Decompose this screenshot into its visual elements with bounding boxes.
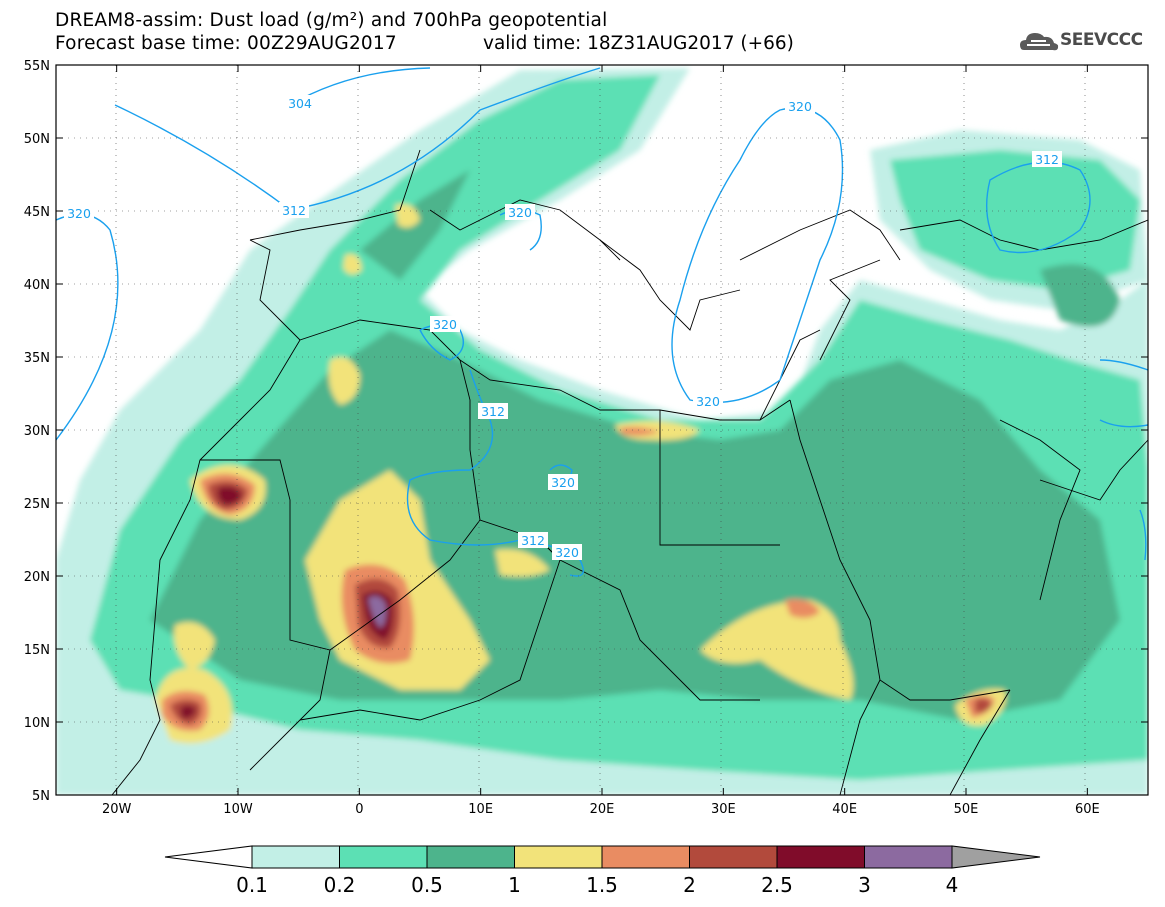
colorbar-swatch <box>339 845 428 869</box>
lat-tick-label: 15N <box>24 643 50 658</box>
lat-tick-label: 40N <box>24 278 50 293</box>
contour-label-bg <box>518 532 548 548</box>
lon-tick-label: 10W <box>223 802 253 817</box>
dust-field: 304 312 320 320 320 320 312 320 320 312 320 312 <box>56 65 1148 795</box>
contour-label: 312 <box>481 404 505 419</box>
lon-tick-label: 20E <box>590 802 615 817</box>
contour-label-bg <box>64 205 94 221</box>
graticule <box>56 65 1148 795</box>
latitude-axis: 55N 50N 45N 40N 35N 30N 25N 20N 15N 10N 5N <box>24 59 1148 804</box>
contour-label-bg <box>548 474 578 490</box>
lat-tick-label: 45N <box>24 205 50 220</box>
contour-label-bg <box>552 544 582 560</box>
lat-tick-label: 50N <box>24 132 50 147</box>
colorbar-label: 1.5 <box>586 873 618 897</box>
contour-label: 320 <box>508 205 532 220</box>
coastlines <box>111 149 1148 795</box>
lon-tick-label: 0 <box>355 802 363 817</box>
colorbar-label: 3 <box>858 873 871 897</box>
contour-label: 320 <box>788 99 812 114</box>
colorbar-swatch <box>601 845 690 869</box>
lat-tick-label: 55N <box>24 59 50 74</box>
contour-label-bg <box>285 95 315 111</box>
colorbar-swatch <box>426 845 515 869</box>
colorbar-label: 1 <box>508 873 521 897</box>
longitude-axis: 20W 10W 0 10E 20E 30E 40E 50E 60E <box>102 65 1100 817</box>
colorbar-below-arrow <box>164 845 253 869</box>
colorbar-above-arrow <box>951 845 1041 869</box>
lat-tick-label: 5N <box>32 789 50 804</box>
contour-label: 320 <box>551 475 575 490</box>
contour-label: 320 <box>696 394 720 409</box>
lat-tick-label: 25N <box>24 497 50 512</box>
contour-label: 320 <box>67 206 91 221</box>
lon-tick-label: 50E <box>954 802 979 817</box>
colorbar-label: 0.2 <box>323 873 356 897</box>
logo-text: SEEVCCC <box>1060 30 1143 50</box>
colorbar-swatch <box>864 845 953 869</box>
contour-label: 320 <box>433 317 457 332</box>
lon-tick-label: 60E <box>1075 802 1100 817</box>
lon-tick-label: 30E <box>711 802 736 817</box>
contour-label: 312 <box>521 533 545 548</box>
colorbar-label: 2 <box>683 873 696 897</box>
contour-label: 320 <box>555 545 579 560</box>
contour-label-bg <box>785 98 815 114</box>
contour-label-bg <box>1032 151 1062 167</box>
map-title: DREAM8-assim: Dust load (g/m²) and 700hP… <box>55 10 608 31</box>
contour-label-bg <box>279 202 309 218</box>
valid-time: valid time: 18Z31AUG2017 (+66) <box>483 33 794 54</box>
contour-label-bg <box>693 393 723 409</box>
colorbar-swatch <box>689 845 778 869</box>
contour-label-bg <box>478 403 508 419</box>
lat-tick-label: 35N <box>24 351 50 366</box>
lon-tick-label: 40E <box>832 802 857 817</box>
contour-label-bg <box>505 204 535 220</box>
contour-labels: 304 312 320 320 320 320 312 320 320 312 320 312 <box>64 95 1062 560</box>
colorbar-label: 0.5 <box>411 873 443 897</box>
lon-tick-label: 20W <box>102 802 132 817</box>
contour-label: 312 <box>282 203 306 218</box>
colorbar-swatch <box>251 845 340 869</box>
lat-tick-label: 20N <box>24 570 50 585</box>
colorbar-label: 0.1 <box>236 873 268 897</box>
colorbar <box>164 845 1041 869</box>
colorbar-swatch <box>776 845 865 869</box>
colorbar-label: 2.5 <box>761 873 793 897</box>
lat-tick-label: 10N <box>24 716 50 731</box>
cloud-logo-icon <box>1020 33 1059 51</box>
contour-label: 304 <box>288 96 312 111</box>
lon-tick-label: 10E <box>468 802 493 817</box>
colorbar-label: 4 <box>945 873 959 897</box>
contour-label-bg <box>430 316 460 332</box>
contour-label: 312 <box>1035 152 1059 167</box>
colorbar-swatch <box>514 845 603 869</box>
lat-tick-label: 30N <box>24 424 50 439</box>
forecast-base-time: Forecast base time: 00Z29AUG2017 <box>55 33 397 54</box>
